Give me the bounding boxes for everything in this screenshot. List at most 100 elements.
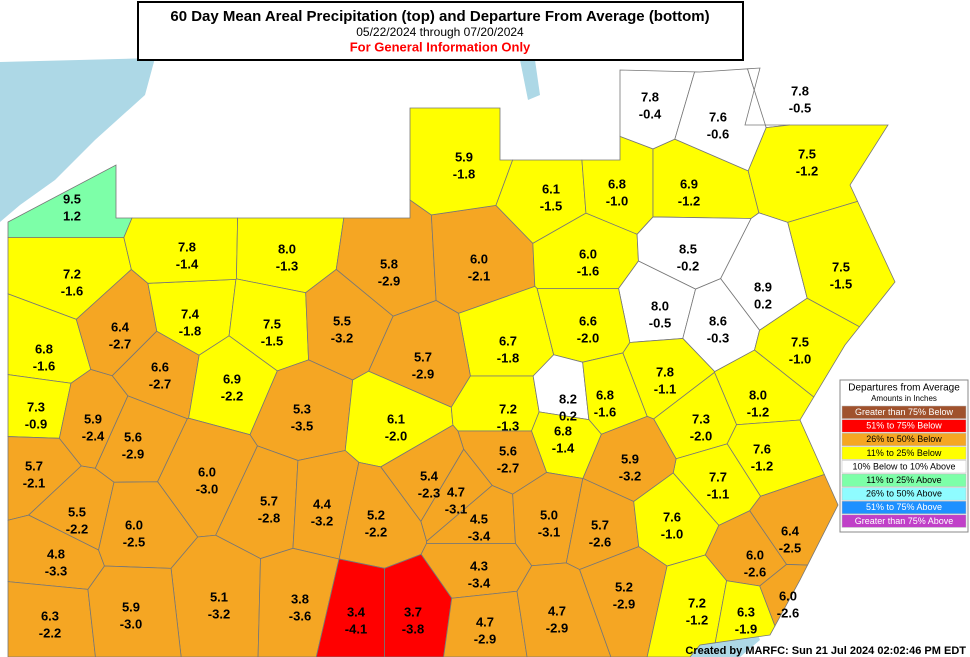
precip-label: 5.2 (367, 507, 385, 522)
precip-label: 8.9 (754, 279, 772, 294)
departure-label: -1.3 (276, 258, 298, 273)
departure-label: -1.1 (654, 381, 676, 396)
departure-label: -2.1 (468, 268, 490, 283)
precip-label: 6.0 (746, 547, 764, 562)
departure-label: -3.1 (445, 501, 467, 516)
departure-label: -0.5 (649, 315, 671, 330)
precip-label: 4.3 (470, 558, 488, 573)
precip-label: 4.7 (476, 614, 494, 629)
precip-label: 6.0 (779, 588, 797, 603)
departure-label: -3.4 (468, 528, 491, 543)
departure-label: -1.6 (577, 263, 599, 278)
precip-label: 6.6 (579, 313, 597, 328)
precip-label: 6.8 (35, 341, 53, 356)
legend-label: 11% to 25% Above (866, 475, 941, 485)
departure-label: -1.9 (735, 621, 757, 636)
precip-label: 4.5 (470, 511, 488, 526)
departure-label: -1.0 (606, 193, 628, 208)
precip-label: 7.3 (692, 411, 710, 426)
precip-label: 5.6 (499, 443, 517, 458)
precip-label: 6.9 (223, 371, 241, 386)
departure-label: -3.5 (291, 418, 313, 433)
departure-label: -1.8 (497, 350, 519, 365)
precip-label: 6.8 (608, 176, 626, 191)
departure-label: -2.0 (385, 428, 407, 443)
legend-swatch (841, 473, 967, 487)
departure-label: -0.9 (25, 416, 47, 431)
title: 60 Day Mean Areal Precipitation (top) an… (170, 8, 709, 25)
departure-label: -2.8 (258, 510, 280, 525)
precip-label: 7.6 (709, 109, 727, 124)
departure-label: -0.5 (789, 100, 811, 115)
departure-label: -3.3 (45, 563, 67, 578)
precip-label: 6.0 (125, 517, 143, 532)
departure-label: -2.2 (221, 388, 243, 403)
departure-label: -3.1 (538, 524, 560, 539)
precip-label: 5.8 (380, 256, 398, 271)
precip-label: 4.7 (548, 603, 566, 618)
departure-label: -1.0 (789, 351, 811, 366)
precip-label: 7.8 (178, 239, 196, 254)
legend-label: 10% Below to 10% Above (852, 461, 955, 471)
precip-label: 7.5 (832, 259, 850, 274)
legend-swatch (841, 487, 967, 501)
region-area (409, 107, 514, 216)
precip-label: 6.3 (41, 608, 59, 623)
departure-label: -1.1 (707, 486, 729, 501)
departure-label: -1.2 (747, 404, 769, 419)
region-area (87, 565, 182, 657)
footer: Created by MARFC: Sun 21 Jul 2024 02:02:… (685, 645, 966, 657)
precip-label: 5.2 (615, 579, 633, 594)
region-area (674, 68, 767, 172)
precip-label: 7.8 (791, 83, 809, 98)
departure-label: 0.2 (559, 408, 577, 423)
legend-swatch (841, 432, 967, 447)
legend-title: Departures from Average (848, 383, 960, 394)
precip-label: 7.6 (753, 441, 771, 456)
departure-label: -3.6 (289, 608, 311, 623)
departure-label: -2.5 (123, 534, 145, 549)
precip-label: 7.5 (798, 146, 816, 161)
precip-label: 3.8 (291, 591, 309, 606)
precip-label: 6.7 (499, 333, 517, 348)
precip-label: 7.2 (63, 266, 81, 281)
precip-label: 8.0 (651, 298, 669, 313)
precip-label: 6.1 (542, 181, 560, 196)
legend-swatch (841, 419, 967, 433)
legend-label: Greater than 75% Above (855, 516, 954, 526)
departure-label: -2.3 (418, 485, 440, 500)
precip-label: 5.9 (455, 149, 473, 164)
precip-label: 5.6 (124, 429, 142, 444)
departure-label: -2.2 (365, 524, 387, 539)
departure-label: -3.0 (196, 481, 218, 496)
departure-label: -1.2 (796, 163, 818, 178)
precip-label: 5.7 (25, 458, 43, 473)
legend-swatch (841, 405, 967, 419)
precip-label: 5.9 (84, 411, 102, 426)
lake (520, 60, 540, 100)
departure-label: -2.9 (546, 620, 568, 635)
precip-label: 6.9 (680, 176, 698, 191)
precip-label: 5.9 (621, 451, 639, 466)
departure-label: -1.8 (453, 166, 475, 181)
precip-label: 8.5 (679, 241, 697, 256)
precip-label: 8.6 (709, 313, 727, 328)
legend-label: Greater than 75% Below (855, 407, 954, 417)
departure-label: -3.8 (402, 621, 424, 636)
departure-label: -3.4 (468, 575, 491, 590)
precip-label: 4.4 (313, 496, 332, 511)
departure-label: -2.6 (589, 534, 611, 549)
precip-label: 4.7 (447, 484, 465, 499)
departure-label: -2.7 (497, 460, 519, 475)
precip-label: 9.5 (63, 191, 81, 206)
departure-label: -1.2 (686, 612, 708, 627)
precip-label: 8.2 (559, 391, 577, 406)
precip-label: 7.5 (791, 334, 809, 349)
precip-label: 5.9 (122, 599, 140, 614)
departure-label: -1.2 (678, 193, 700, 208)
precip-label: 7.7 (709, 469, 727, 484)
departure-label: -3.0 (120, 616, 142, 631)
departure-label: -3.2 (619, 468, 641, 483)
departure-label: -3.2 (311, 513, 333, 528)
precip-label: 7.3 (27, 399, 45, 414)
